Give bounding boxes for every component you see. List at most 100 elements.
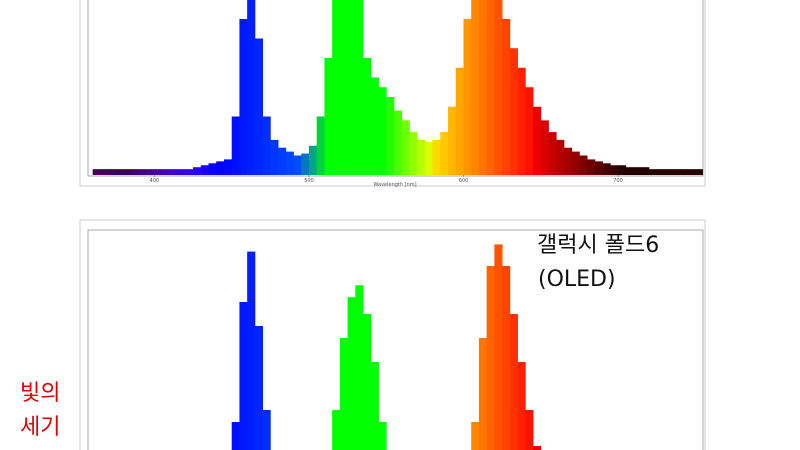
- spectrum-bar: [308, 145, 318, 175]
- spectrum-bar: [363, 314, 372, 450]
- spectrum-bar: [316, 116, 325, 175]
- spectrum-bar: [525, 410, 534, 450]
- spectrum-bar: [162, 169, 171, 175]
- spectrum-bar: [100, 169, 109, 175]
- spectrum-bar: [262, 410, 271, 450]
- spectrum-bar: [216, 161, 225, 175]
- spectrum-bar: [471, 422, 480, 450]
- annotation: 갤럭시 폴드6: [537, 233, 659, 258]
- spectrum-bar: [293, 155, 302, 175]
- spectrum-bar: [610, 165, 619, 175]
- spectrum-bar: [641, 167, 650, 175]
- spectrum-bar: [409, 132, 418, 175]
- spectrum-bar: [594, 161, 603, 175]
- spectrum-bar: [355, 285, 364, 450]
- spectrum-bar: [177, 169, 186, 175]
- spectrum-bar: [301, 153, 310, 175]
- spectrum-bar: [556, 139, 565, 175]
- spectrum-bar: [254, 326, 264, 450]
- spectrum-bar: [602, 163, 611, 175]
- spectrum-bar: [185, 169, 194, 175]
- spectrum-bar: [278, 147, 287, 175]
- y-axis-label: 빛의: [20, 381, 60, 406]
- x-tick-label: 400: [150, 178, 160, 184]
- spectrum-bar: [478, 338, 488, 450]
- spectrum-bar: [502, 266, 511, 450]
- x-tick-label: 500: [304, 178, 314, 184]
- spectrum-bar: [324, 58, 333, 175]
- spectrum-bar: [533, 446, 542, 450]
- spectrum-bar: [378, 422, 387, 450]
- spectrum-bar: [618, 165, 627, 175]
- bottom-plot: [87, 229, 704, 450]
- y-axis-label: 세기: [20, 415, 60, 440]
- spectrum-bar: [494, 244, 503, 450]
- spectrum-bar: [378, 87, 387, 175]
- spectrum-bar: [332, 410, 341, 450]
- spectrum-bar: [262, 116, 271, 175]
- spectrum-bar: [247, 251, 256, 450]
- spectrum-bar: [695, 169, 703, 175]
- spectrum-bar: [401, 120, 410, 175]
- spectrum-bar: [648, 169, 658, 175]
- spectrum-bar: [448, 106, 457, 175]
- spectrum-bar: [517, 67, 526, 175]
- spectrum-bar: [363, 58, 372, 175]
- spectrum-bar: [455, 67, 464, 175]
- spectrum-bar: [92, 169, 101, 175]
- spectrum-bar: [347, 0, 356, 175]
- spectrum-bar: [548, 132, 557, 175]
- x-axis-label: Wavelength [nm]: [373, 182, 416, 188]
- spectrum-bar: [440, 132, 449, 175]
- spectrum-bar: [393, 110, 403, 175]
- spectrum-bar: [494, 0, 503, 175]
- spectrum-bar: [285, 151, 294, 175]
- spectrum-bar: [587, 159, 596, 175]
- x-ticks: 400 500 600 700: [150, 175, 623, 184]
- spectrum-bar: [509, 314, 518, 450]
- spectrum-bar: [478, 0, 488, 175]
- spectrum-bar: [579, 155, 588, 175]
- spectrum-bar: [169, 169, 179, 175]
- x-tick-label: 600: [459, 178, 469, 184]
- x-tick-label: 700: [613, 178, 623, 184]
- spectrum-bar: [471, 0, 480, 175]
- spectrum-bar: [386, 97, 395, 175]
- bottom-bars: [231, 244, 542, 450]
- spectrum-bar: [108, 169, 117, 175]
- spectrum-bar: [540, 120, 549, 175]
- spectrum-bar: [502, 19, 511, 175]
- spectrum-bar: [664, 169, 673, 175]
- spectrum-bar: [656, 169, 665, 175]
- spectrum-bar: [486, 0, 495, 175]
- spectrum-bar: [672, 169, 681, 175]
- spectrum-bar: [525, 87, 534, 175]
- spectrum-bar: [533, 106, 542, 175]
- spectrum-bar: [432, 139, 441, 175]
- spectrum-bar: [563, 147, 573, 175]
- spectrum-bar: [247, 0, 256, 175]
- spectrum-bar: [424, 141, 433, 175]
- spectrum-bar: [417, 139, 426, 175]
- spectrum-bar: [154, 169, 163, 175]
- spectrum-bar: [347, 297, 356, 450]
- spectrum-bar: [463, 19, 472, 175]
- spectrum-bar: [239, 19, 248, 175]
- spectrum-bar: [370, 77, 379, 175]
- spectrum-bar: [687, 169, 696, 175]
- top-bars: [92, 0, 703, 175]
- spectrum-bar: [254, 38, 264, 175]
- spectrum-bar: [339, 0, 348, 175]
- spectrum-bar: [571, 151, 580, 175]
- spectrum-bar: [332, 0, 341, 175]
- spectrum-bar: [208, 163, 217, 175]
- spectrum-bar: [239, 302, 248, 450]
- spectrum-bar: [679, 169, 688, 175]
- spectrum-bar: [339, 338, 348, 450]
- spectrum-bar: [115, 169, 124, 175]
- spectrum-bar: [131, 169, 140, 175]
- spectrum-bar: [200, 165, 209, 175]
- spectrum-bar: [625, 167, 634, 175]
- spectrum-bar: [123, 169, 132, 175]
